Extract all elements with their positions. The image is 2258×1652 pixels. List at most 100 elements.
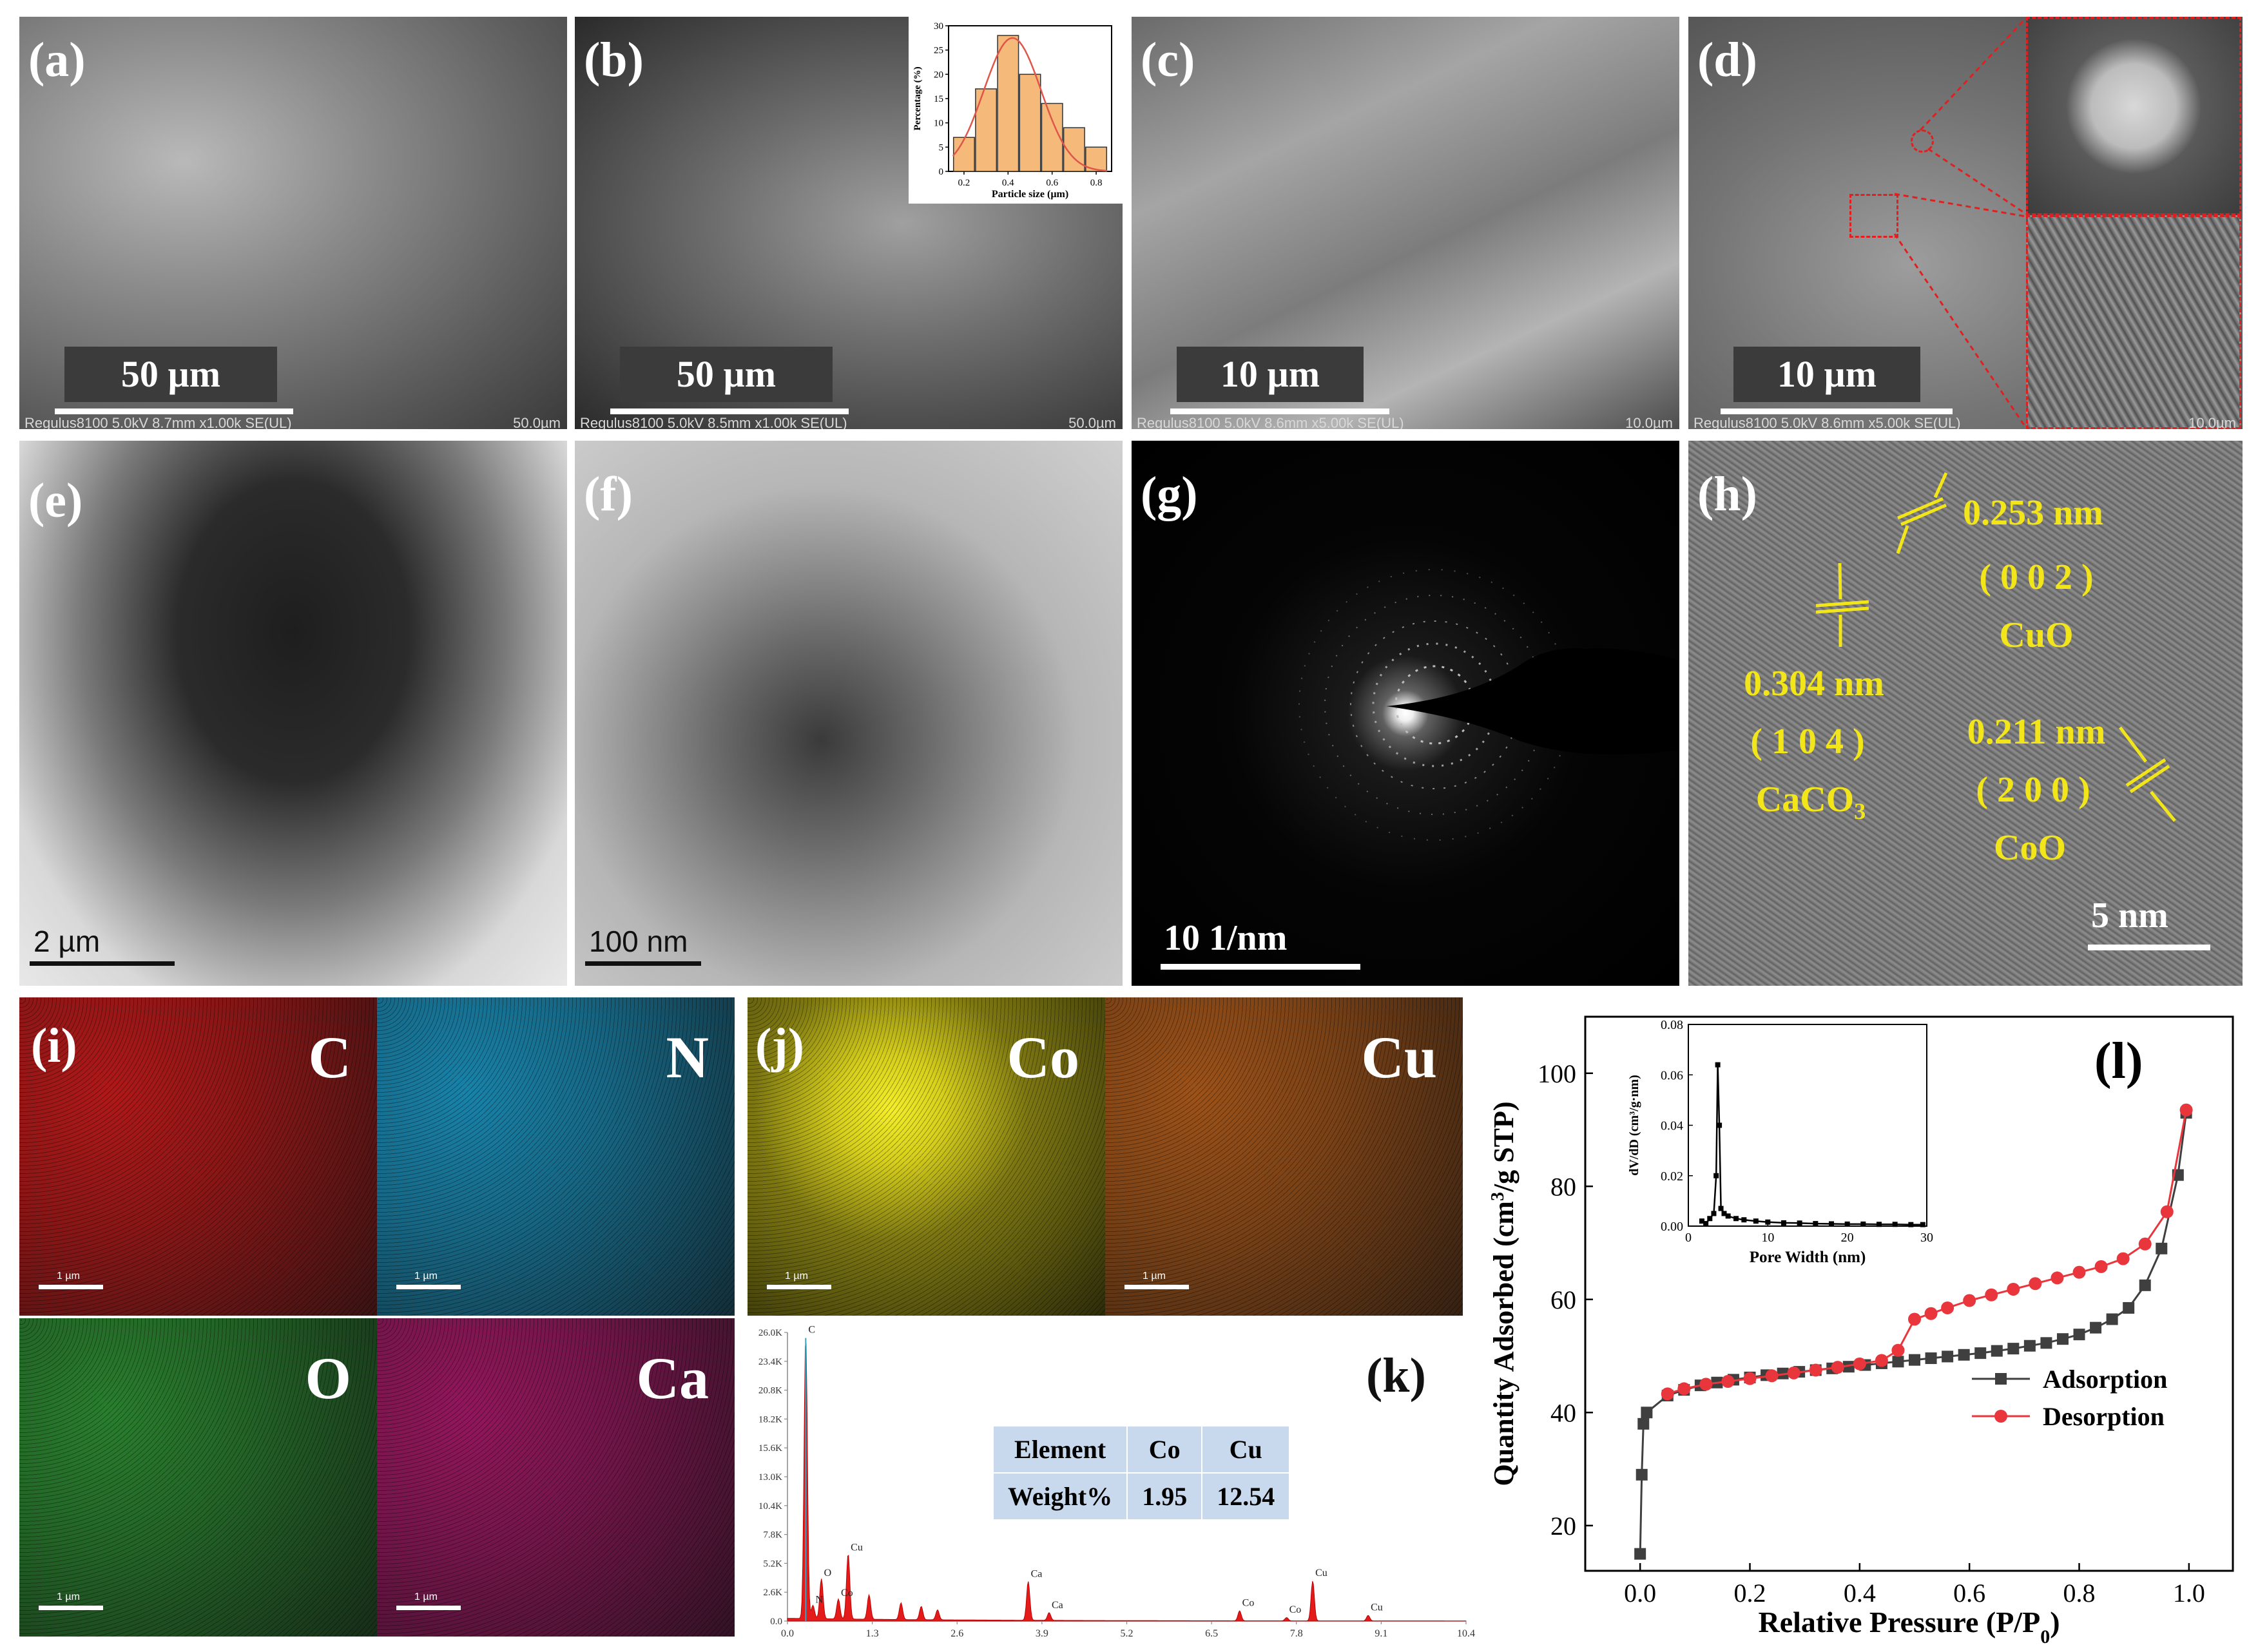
data-point-adsorption: [2023, 1340, 2036, 1352]
lattice-markers: [1815, 472, 2176, 822]
data-point-desorption: [1908, 1312, 1922, 1326]
data-point-desorption: [2007, 1282, 2020, 1296]
psd-point: [1920, 1222, 1925, 1227]
legend-label: Desorption: [2043, 1402, 2165, 1431]
map-scale-bar: [396, 1606, 461, 1610]
peak-label: Co: [841, 1588, 853, 1599]
map-noise: [748, 997, 1105, 1316]
footer-left-b: Regulus8100 5.0kV 8.5mm x1.00k SE(UL): [580, 415, 847, 429]
data-point-adsorption: [1942, 1350, 1954, 1363]
scale-label-f: 100 nm: [589, 925, 688, 958]
data-point-desorption: [1677, 1382, 1691, 1396]
y-tick-label: 5.2K: [763, 1559, 782, 1569]
data-point-desorption: [1743, 1372, 1757, 1385]
inset-y-tick-label: 0.00: [1661, 1220, 1683, 1234]
psd-point: [1703, 1221, 1709, 1227]
peak-label: Co: [1289, 1604, 1302, 1615]
x-tick-label: 0.8: [2063, 1579, 2096, 1608]
footer-left-a: Regulus8100 5.0kV 8.7mm x1.00k SE(UL): [24, 415, 292, 429]
hkl-cuo: ( 0 0 2 ): [1979, 557, 2094, 597]
y-tick-label: 20.8K: [758, 1386, 782, 1396]
psd-point: [1699, 1218, 1704, 1224]
data-point-adsorption: [1842, 1361, 1855, 1373]
y-tick-label: 26.0K: [758, 1328, 782, 1338]
scale-bar-c: [1170, 408, 1389, 414]
x-tick-label: 5.2: [1121, 1628, 1134, 1639]
map-scale-bar: [767, 1285, 831, 1289]
peak-label: C: [808, 1325, 815, 1336]
phase-coo: CoO: [1994, 828, 2066, 868]
legend-marker: [1995, 1373, 2007, 1385]
element-table: Element Co Cu Weight% 1.95 12.54: [992, 1425, 1291, 1521]
tem-image-e: (e) 2 µm: [19, 441, 567, 986]
psd-point: [1711, 1211, 1717, 1216]
map-element-label: C: [308, 1024, 351, 1090]
panel-label-f: (f): [584, 467, 633, 521]
data-point-adsorption: [1637, 1417, 1650, 1430]
zoom-marker-rect: [1849, 194, 1898, 238]
data-point-adsorption: [2106, 1313, 2118, 1325]
sem-image-a: (a) 50 µm Regulus8100 5.0kV 8.7mm x1.00k…: [19, 17, 567, 429]
map-scale-bar: [39, 1606, 103, 1610]
map-noise: [377, 997, 735, 1316]
tem-image-f: (f) 100 nm: [575, 441, 1123, 986]
eds-maps-i: C 1 µm N 1 µm O 1 µm Ca 1 µm: [19, 997, 735, 1637]
data-point-adsorption: [2156, 1242, 2168, 1254]
x-tick-label: 2.6: [950, 1628, 963, 1639]
y-tick-label: 15.6K: [758, 1443, 782, 1454]
footer-right-d: 10.0µm: [2188, 415, 2236, 429]
psd-point: [1733, 1216, 1739, 1222]
hkl-caco3: ( 1 0 4 ): [1750, 722, 1865, 762]
element-map-co: Co 1 µm: [748, 997, 1105, 1316]
data-point-adsorption: [2073, 1329, 2085, 1341]
psd-point: [1781, 1220, 1786, 1225]
inset-y-tick-label: 0.06: [1661, 1068, 1683, 1082]
x-tick-label: 6.5: [1205, 1628, 1218, 1639]
element-map-ca: Ca 1 µm: [377, 1318, 735, 1637]
hrtem-image-h: (h) 0.253 nm ( 0 0 2 ) CuO 0.304 nm ( 1 …: [1688, 441, 2243, 986]
peak-label: Cu: [851, 1542, 863, 1553]
x-tick-label: 0.2: [958, 178, 970, 188]
inset-x-tick-label: 20: [1841, 1231, 1854, 1245]
peak-label: N: [815, 1594, 823, 1605]
panel-label-i: (i): [31, 1019, 77, 1073]
data-point-desorption: [1941, 1301, 1954, 1314]
psd-point: [1715, 1062, 1721, 1068]
table-header-cell: Co: [1126, 1425, 1203, 1474]
y-tick-label: 20: [934, 70, 943, 80]
inset-y-tick-label: 0.02: [1661, 1169, 1683, 1184]
y-tick-label: 15: [934, 94, 943, 104]
data-point-adsorption: [1641, 1407, 1653, 1419]
data-point-adsorption: [2040, 1337, 2052, 1349]
map-noise: [377, 1318, 735, 1637]
data-point-desorption: [1809, 1363, 1822, 1377]
data-point-desorption: [1891, 1343, 1905, 1357]
data-point-adsorption: [1634, 1548, 1646, 1560]
scale-label-d: 10 µm: [1733, 347, 1920, 402]
map-scale-label: 1 µm: [785, 1271, 808, 1282]
map-noise: [19, 1318, 377, 1637]
element-map-n: N 1 µm: [377, 997, 735, 1316]
y-tick-label: 30: [934, 21, 943, 32]
y-tick-label: 0: [939, 167, 944, 177]
panel-label-a: (a): [28, 33, 86, 87]
psd-point: [1721, 1211, 1727, 1216]
scale-bar-a: [55, 408, 293, 414]
map-element-label: Co: [1007, 1024, 1079, 1090]
table-header-cell: Element: [992, 1425, 1128, 1474]
inset-x-tick-label: 0: [1685, 1231, 1692, 1245]
data-point-adsorption: [2007, 1343, 2020, 1355]
map-noise: [19, 997, 377, 1316]
data-point-adsorption: [2139, 1279, 2151, 1291]
footer-right-b: 50.0µm: [1068, 415, 1116, 429]
psd-point: [1707, 1216, 1713, 1222]
scale-label-h: 5 nm: [2091, 896, 2168, 936]
scale-bar-b: [610, 408, 849, 414]
data-point-desorption: [2179, 1103, 2193, 1117]
data-point-adsorption: [1991, 1345, 2003, 1357]
y-tick-label: 100: [1538, 1059, 1576, 1088]
scale-bar-h: [2088, 945, 2210, 950]
data-point-desorption: [1875, 1354, 1888, 1367]
particle-size-inset: 0.2 0.4 0.6 0.8 0 5 10 15 20 25 30 Particle size (µ…: [909, 17, 1123, 204]
psd-point: [1753, 1218, 1759, 1224]
